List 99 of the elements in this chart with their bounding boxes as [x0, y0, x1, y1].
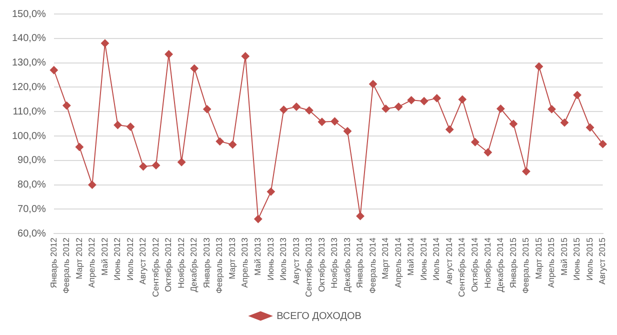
x-tick-label: Сентябрь 2012 — [150, 237, 160, 298]
point — [241, 52, 250, 60]
x-tick-label: Октябрь 2012 — [163, 237, 174, 292]
point — [330, 117, 339, 126]
x-tick-label: Январь 2013 — [201, 237, 212, 288]
point — [344, 127, 352, 136]
point — [139, 162, 148, 171]
x-tick-label: Сентябрь 2013 — [304, 237, 314, 298]
point — [280, 106, 288, 114]
point — [420, 97, 428, 106]
x-tick-label: Август 2015 — [597, 237, 608, 285]
point — [62, 102, 71, 110]
point — [458, 95, 466, 104]
x-tick-label: Апрель 2012 — [86, 237, 97, 288]
point — [305, 106, 314, 114]
point — [369, 80, 378, 88]
point — [509, 120, 518, 128]
y-tick-label: 60,0% — [18, 228, 46, 240]
x-tick-label: Март 2015 — [533, 237, 544, 280]
x-tick-label: Ноябрь 2013 — [329, 237, 340, 288]
x-tick-label: Апрель 2013 — [240, 237, 250, 288]
x-tick-label: Февраль 2015 — [520, 237, 531, 294]
x-tick-label: Апрель 2014 — [392, 237, 403, 288]
x-tick-label: Ноябрь 2014 — [482, 237, 492, 288]
x-tick-label: Август 2012 — [138, 237, 148, 285]
point — [318, 118, 326, 126]
point — [266, 188, 275, 196]
x-tick-label: Август 2013 — [290, 237, 301, 285]
point — [152, 161, 160, 170]
x-tick-label: Июнь 2014 — [418, 237, 428, 281]
x-tick-label: Март 2012 — [74, 237, 84, 280]
point — [88, 180, 96, 189]
point — [50, 66, 58, 74]
point — [356, 212, 364, 220]
x-tick-label: Июль 2015 — [584, 237, 594, 281]
y-tick-label: 120,0% — [12, 82, 46, 93]
point — [586, 123, 594, 132]
point — [254, 215, 262, 224]
x-tick-label: Июнь 2012 — [112, 237, 122, 281]
point — [126, 122, 135, 131]
point — [496, 104, 505, 113]
point — [292, 102, 300, 111]
point — [394, 102, 403, 111]
point — [75, 143, 84, 152]
point — [534, 62, 543, 70]
point — [114, 121, 122, 130]
legend-label: ВСЕГО ДОХОДОВ — [276, 310, 362, 322]
point — [216, 137, 224, 146]
x-tick-label: Март 2014 — [380, 237, 390, 280]
x-tick-label: Июнь 2015 — [572, 237, 582, 281]
y-tick-label: 150,0% — [12, 8, 46, 20]
x-tick-label: Июль 2012 — [124, 237, 135, 281]
x-tick-label: Май 2013 — [252, 237, 262, 276]
x-tick-label: Апрель 2015 — [546, 237, 556, 288]
x-tick-label: Декабрь 2014 — [495, 237, 506, 292]
point — [446, 125, 454, 134]
point — [560, 118, 569, 127]
point — [432, 94, 441, 102]
y-tick-label: 70,0% — [18, 204, 46, 215]
point — [471, 138, 480, 146]
y-tick-label: 80,0% — [18, 180, 46, 191]
point — [203, 105, 212, 114]
point — [382, 104, 390, 113]
x-tick-label: Февраль 2013 — [214, 237, 224, 294]
point — [548, 105, 556, 114]
x-tick-label: Декабрь 2012 — [188, 237, 199, 292]
x-tick-label: Май 2015 — [558, 237, 569, 276]
x-tick-label: Ноябрь 2012 — [176, 237, 186, 288]
point — [100, 39, 109, 48]
point — [522, 167, 530, 176]
point — [164, 50, 173, 58]
x-tick-label: Февраль 2012 — [61, 237, 72, 294]
point — [178, 158, 186, 166]
point — [484, 148, 492, 156]
x-tick-label: Июль 2013 — [278, 237, 288, 281]
point — [407, 96, 416, 104]
x-tick-label: Май 2012 — [99, 237, 110, 276]
x-tick-label: Июль 2014 — [431, 237, 442, 281]
x-tick-label: Июнь 2013 — [265, 237, 276, 281]
x-tick-label: Январь 2015 — [508, 237, 518, 288]
y-tick-label: 100,0% — [12, 130, 46, 142]
x-tick-label: Октябрь 2014 — [469, 237, 480, 292]
y-tick-label: 110,0% — [12, 106, 46, 118]
point — [598, 140, 607, 148]
x-tick-label: Сентябрь 2014 — [456, 237, 467, 298]
x-tick-label: Январь 2012 — [48, 237, 58, 288]
point — [573, 91, 582, 100]
point — [228, 140, 237, 149]
x-tick-label: Октябрь 2013 — [316, 237, 326, 292]
x-tick-label: Май 2014 — [406, 237, 416, 276]
x-tick-label: Декабрь 2013 — [342, 237, 352, 292]
x-tick-label: Август 2014 — [444, 237, 454, 285]
y-tick-label: 90,0% — [18, 155, 46, 166]
x-tick-label: Март 2013 — [226, 237, 237, 280]
x-tick-label: Февраль 2014 — [367, 237, 378, 294]
y-tick-label: 140,0% — [12, 33, 46, 44]
x-tick-label: Январь 2014 — [354, 237, 365, 288]
y-tick-label: 130,0% — [12, 58, 46, 69]
point — [190, 64, 198, 72]
